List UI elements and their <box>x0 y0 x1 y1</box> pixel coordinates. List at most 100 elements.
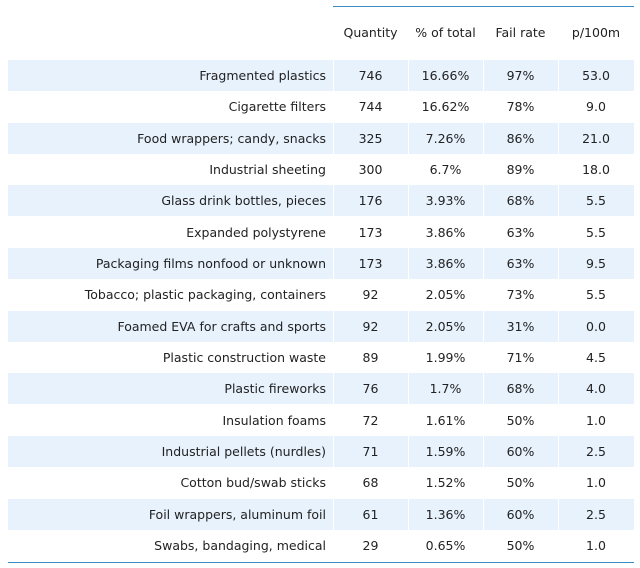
fail-rate-cell: 78% <box>506 99 535 115</box>
column-separator <box>333 279 334 311</box>
quantity-cell: 746 <box>358 68 383 83</box>
quantity-cell: 76 <box>362 381 379 397</box>
fail-rate-cell: 68% <box>506 193 535 209</box>
column-separator <box>558 435 559 467</box>
row-label: Foamed EVA for crafts and sports <box>117 318 326 334</box>
column-separator <box>333 435 334 467</box>
column-separator <box>483 122 484 154</box>
bottom-rule <box>8 562 634 564</box>
column-separator <box>333 91 334 123</box>
quantity-cell: 71 <box>362 443 379 459</box>
p-per-100m-cell: 0.0 <box>586 318 606 334</box>
percent-of-total-cell: 2.05% <box>425 287 466 303</box>
column-separator <box>483 467 484 499</box>
row-label: Swabs, bandaging, medical <box>154 537 326 553</box>
column-separator <box>408 310 409 342</box>
column-separator <box>483 404 484 436</box>
column-separator <box>408 341 409 373</box>
p-per-100m-cell: 21.0 <box>582 130 610 146</box>
row-label: Tobacco; plastic packaging, containers <box>84 287 326 303</box>
column-separator <box>558 529 559 561</box>
column-separator <box>408 435 409 467</box>
table-row: Food wrappers; candy, snacks 325 7.26% 86% 2… <box>8 122 634 154</box>
percent-of-total-cell: 6.7% <box>429 161 462 177</box>
percent-of-total-cell: 1.7% <box>429 381 462 397</box>
column-separator <box>333 153 334 185</box>
column-separator <box>333 341 334 373</box>
column-separator <box>333 247 334 279</box>
column-separator <box>408 279 409 311</box>
column-separator <box>483 153 484 185</box>
quantity-cell: 744 <box>358 99 383 115</box>
quantity-cell: 29 <box>362 537 379 553</box>
percent-of-total-cell: 0.65% <box>425 537 466 553</box>
table-row: Cotton bud/swab sticks 68 1.52% 50% 1.0 <box>8 467 634 499</box>
fail-rate-cell: 71% <box>506 349 535 365</box>
column-separator <box>558 341 559 373</box>
row-label: Plastic construction waste <box>162 349 326 365</box>
row-label: Industrial pellets (nurdles) <box>161 443 326 459</box>
column-separator <box>333 60 334 91</box>
fail-rate-cell: 68% <box>506 381 535 397</box>
column-separator <box>558 122 559 154</box>
fail-rate-cell: 50% <box>506 475 535 491</box>
header-row: Quantity % of total Fail rate p/100m <box>8 7 634 59</box>
p-per-100m-cell: 5.5 <box>586 287 606 303</box>
quantity-cell: 68 <box>362 475 379 491</box>
table-row: Fragmented plastics 746 16.66% 97% 53.0 <box>8 60 634 91</box>
column-separator <box>408 122 409 154</box>
p-per-100m-cell: 1.0 <box>586 475 606 491</box>
column-separator <box>483 216 484 248</box>
column-separator <box>408 529 409 561</box>
column-separator <box>558 216 559 248</box>
table-row: Tobacco; plastic packaging, containers 92… <box>8 279 634 311</box>
p-per-100m-cell: 4.5 <box>586 349 606 365</box>
column-separator <box>558 91 559 123</box>
column-separator <box>483 341 484 373</box>
fail-rate-cell: 86% <box>506 130 535 146</box>
row-label: Glass drink bottles, pieces <box>161 193 326 209</box>
percent-of-total-cell: 1.36% <box>425 506 466 522</box>
column-separator <box>483 91 484 123</box>
row-label: Cotton bud/swab sticks <box>180 475 326 491</box>
column-separator <box>333 404 334 436</box>
percent-of-total-cell: 3.86% <box>425 255 466 271</box>
quantity-cell: 72 <box>362 412 379 428</box>
quantity-cell: 173 <box>358 255 383 271</box>
table-row: Plastic fireworks 76 1.7% 68% 4.0 <box>8 373 634 405</box>
column-separator <box>483 498 484 530</box>
column-separator <box>408 467 409 499</box>
column-separator <box>333 467 334 499</box>
column-separator <box>408 60 409 91</box>
column-separator <box>333 216 334 248</box>
column-separator <box>483 529 484 561</box>
percent-of-total-cell: 1.59% <box>425 443 466 459</box>
column-header-quantity: Quantity <box>343 25 398 40</box>
row-label: Industrial sheeting <box>209 161 326 177</box>
column-separator <box>333 498 334 530</box>
quantity-cell: 173 <box>358 224 383 240</box>
percent-of-total-cell: 3.86% <box>425 224 466 240</box>
row-label: Foil wrappers, aluminum foil <box>148 506 326 522</box>
table-row: Foamed EVA for crafts and sports 92 2.05% 3… <box>8 310 634 342</box>
column-separator <box>333 373 334 405</box>
column-separator <box>408 404 409 436</box>
p-per-100m-cell: 5.5 <box>586 193 606 209</box>
column-separator <box>408 216 409 248</box>
p-per-100m-cell: 2.5 <box>586 443 606 459</box>
column-separator <box>558 467 559 499</box>
percent-of-total-cell: 1.99% <box>425 349 466 365</box>
column-separator <box>483 373 484 405</box>
column-separator <box>558 279 559 311</box>
column-separator <box>483 60 484 91</box>
column-separator <box>483 185 484 217</box>
quantity-cell: 300 <box>358 161 383 177</box>
column-separator <box>408 91 409 123</box>
column-separator <box>408 153 409 185</box>
fail-rate-cell: 60% <box>506 443 535 459</box>
percent-of-total-cell: 3.93% <box>425 193 466 209</box>
row-label: Insulation foams <box>222 412 327 428</box>
column-header-fail-rate: Fail rate <box>495 25 546 40</box>
p-per-100m-cell: 53.0 <box>582 68 610 83</box>
fail-rate-cell: 50% <box>506 537 535 553</box>
